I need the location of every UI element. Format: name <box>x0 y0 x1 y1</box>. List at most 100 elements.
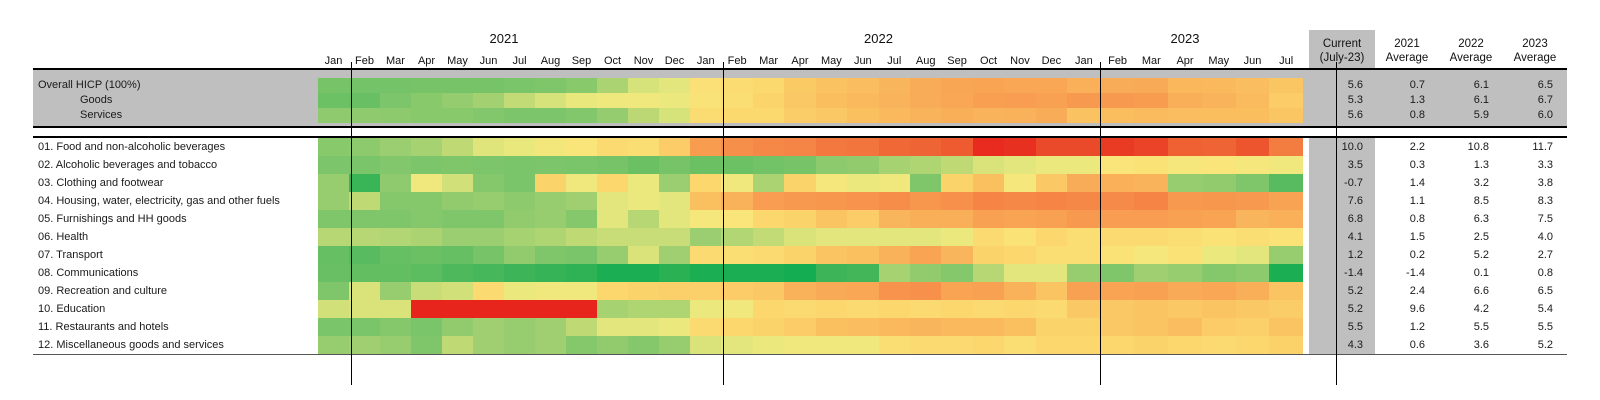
heatmap-cell[interactable] <box>721 282 753 300</box>
heatmap-cell[interactable] <box>535 228 566 246</box>
heatmap-cell[interactable] <box>535 78 566 93</box>
row-label[interactable]: 09. Recreation and culture <box>38 285 168 297</box>
heatmap-cell[interactable] <box>473 228 504 246</box>
row-label[interactable]: Services <box>80 109 123 121</box>
heatmap-cell[interactable] <box>815 192 848 210</box>
heatmap-cell[interactable] <box>535 318 566 336</box>
heatmap-cell[interactable] <box>721 108 753 123</box>
heatmap-cell[interactable] <box>784 156 816 174</box>
heatmap-cell[interactable] <box>535 156 566 174</box>
heatmap-cell[interactable] <box>349 318 380 336</box>
heatmap-cell[interactable] <box>318 78 349 93</box>
heatmap-cell[interactable] <box>1235 78 1270 93</box>
heatmap-cell[interactable] <box>318 210 349 228</box>
heatmap-cell[interactable] <box>1004 156 1036 174</box>
heatmap-cell[interactable] <box>535 192 566 210</box>
heatmap-cell[interactable] <box>566 336 597 354</box>
heatmap-cell[interactable] <box>535 138 566 156</box>
heatmap-cell[interactable] <box>784 138 816 156</box>
row-label[interactable]: 04. Housing, water, electricity, gas and… <box>38 195 280 207</box>
heatmap-cell[interactable] <box>318 336 349 354</box>
heatmap-cell[interactable] <box>1134 264 1169 282</box>
avg-2023-cell[interactable]: 8.3 <box>1537 195 1553 207</box>
heatmap-cell[interactable] <box>1201 228 1236 246</box>
avg-2021-cell[interactable]: 0.8 <box>1409 109 1425 121</box>
month-header-cell[interactable]: Mar <box>759 55 779 67</box>
heatmap-cell[interactable] <box>1134 138 1169 156</box>
heatmap-cell[interactable] <box>909 300 942 318</box>
heatmap-cell[interactable] <box>784 318 816 336</box>
year-label[interactable]: 2022 <box>864 31 893 46</box>
heatmap-cell[interactable] <box>1201 282 1236 300</box>
heatmap-cell[interactable] <box>1168 300 1202 318</box>
month-header-cell[interactable]: Jan <box>696 55 715 67</box>
month-header-cell[interactable]: Jan <box>1074 55 1093 67</box>
heatmap-cell[interactable] <box>1035 156 1068 174</box>
heatmap-cell[interactable] <box>941 318 973 336</box>
heatmap-cell[interactable] <box>349 78 380 93</box>
avg-2023-cell[interactable]: 5.4 <box>1537 303 1553 315</box>
heatmap-cell[interactable] <box>659 93 690 108</box>
heatmap-cell[interactable] <box>847 138 879 156</box>
heatmap-cell[interactable] <box>690 138 722 156</box>
heatmap-cell[interactable] <box>972 192 1005 210</box>
heatmap-cell[interactable] <box>690 108 722 123</box>
heatmap-cell[interactable] <box>504 156 535 174</box>
heatmap-cell[interactable] <box>504 108 535 123</box>
heatmap-cell[interactable] <box>1067 156 1101 174</box>
heatmap-cell[interactable] <box>380 210 411 228</box>
month-header-cell[interactable]: Dec <box>1041 55 1062 67</box>
heatmap-cell[interactable] <box>690 282 722 300</box>
heatmap-cell[interactable] <box>1201 93 1236 108</box>
heatmap-cell[interactable] <box>909 138 942 156</box>
heatmap-cell[interactable] <box>1134 192 1169 210</box>
heatmap-cell[interactable] <box>504 192 535 210</box>
heatmap-cell[interactable] <box>1035 336 1068 354</box>
row-label[interactable]: 11. Restaurants and hotels <box>38 321 169 333</box>
current-value-cell[interactable]: 5.6 <box>1347 109 1363 121</box>
month-header-cell[interactable]: Mar <box>386 55 405 67</box>
heatmap-cell[interactable] <box>597 210 628 228</box>
heatmap-cell[interactable] <box>941 282 973 300</box>
heatmap-cell[interactable] <box>566 78 597 93</box>
heatmap-cell[interactable] <box>1134 210 1169 228</box>
heatmap-cell[interactable] <box>972 93 1005 108</box>
heatmap-cell[interactable] <box>504 246 535 264</box>
heatmap-cell[interactable] <box>411 93 442 108</box>
heatmap-cell[interactable] <box>1035 192 1068 210</box>
heatmap-cell[interactable] <box>1067 174 1101 192</box>
heatmap-cell[interactable] <box>941 174 973 192</box>
heatmap-cell[interactable] <box>566 93 597 108</box>
heatmap-cell[interactable] <box>597 78 628 93</box>
heatmap-cell[interactable] <box>349 174 380 192</box>
avg-2023-cell[interactable]: 6.5 <box>1537 79 1553 91</box>
avg-2023-cell[interactable]: 5.5 <box>1537 321 1553 333</box>
heatmap-cell[interactable] <box>941 336 973 354</box>
heatmap-cell[interactable] <box>380 192 411 210</box>
heatmap-cell[interactable] <box>535 210 566 228</box>
heatmap-cell[interactable] <box>784 93 816 108</box>
avg-2022-cell[interactable]: 6.1 <box>1473 94 1489 106</box>
heatmap-cell[interactable] <box>411 336 442 354</box>
heatmap-cell[interactable] <box>784 264 816 282</box>
heatmap-cell[interactable] <box>721 93 753 108</box>
heatmap-cell[interactable] <box>659 300 690 318</box>
heatmap-cell[interactable] <box>442 300 473 318</box>
avg-2022-cell[interactable]: 3.2 <box>1473 177 1489 189</box>
row-label[interactable]: 06. Health <box>38 231 89 243</box>
heatmap-cell[interactable] <box>318 138 349 156</box>
heatmap-cell[interactable] <box>628 228 659 246</box>
heatmap-cell[interactable] <box>721 138 753 156</box>
heatmap-cell[interactable] <box>941 264 973 282</box>
heatmap-cell[interactable] <box>815 318 848 336</box>
avg-2021-cell[interactable]: 0.2 <box>1409 249 1425 261</box>
heatmap-cell[interactable] <box>972 174 1005 192</box>
heatmap-cell[interactable] <box>1100 108 1135 123</box>
heatmap-cell[interactable] <box>473 108 504 123</box>
heatmap-cell[interactable] <box>411 210 442 228</box>
heatmap-cell[interactable] <box>847 318 879 336</box>
heatmap-cell[interactable] <box>1201 138 1236 156</box>
heatmap-cell[interactable] <box>1067 264 1101 282</box>
heatmap-cell[interactable] <box>597 282 628 300</box>
current-value-cell[interactable]: 7.6 <box>1309 192 1375 210</box>
